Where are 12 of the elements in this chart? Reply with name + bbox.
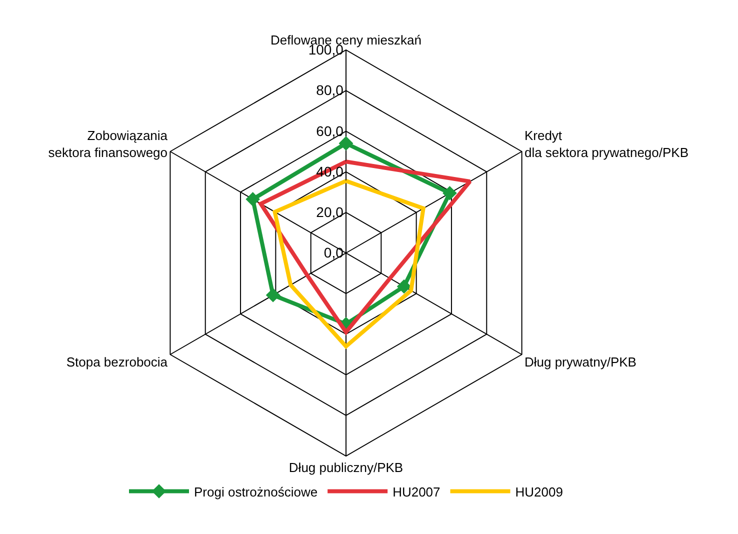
- spoke-label: Stopa bezrobocia: [66, 354, 168, 370]
- spoke-label: Dług prywatny/PKB: [524, 354, 636, 370]
- spoke-label: Zobowiązania sektora finansowego: [48, 128, 168, 160]
- spoke-label: Kredyt dla sektora prywatnego/PKB: [524, 128, 689, 160]
- legend-label: Progi ostrożnościowe: [194, 484, 318, 500]
- legend-label: HU2007: [392, 484, 440, 500]
- y-tick-label: 20,0: [316, 204, 344, 220]
- y-tick-label: 80,0: [316, 82, 344, 98]
- y-tick-label: 60,0: [316, 122, 344, 139]
- legend-label: HU2009: [515, 484, 563, 500]
- spoke-label: Dług publiczny/PKB: [288, 460, 404, 476]
- y-tick-label: 0,0: [324, 244, 344, 261]
